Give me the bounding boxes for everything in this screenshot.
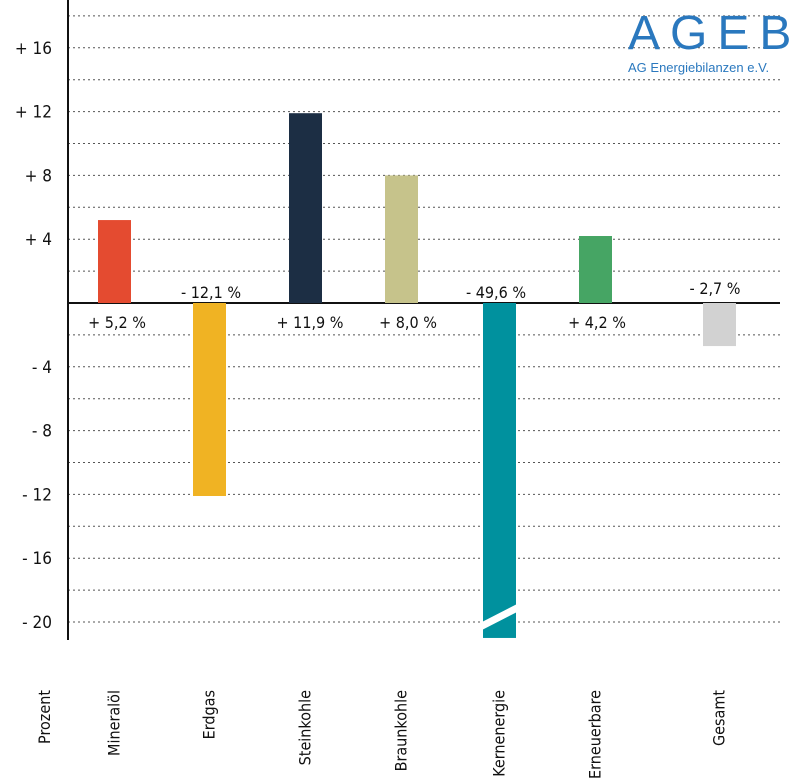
data-label: + 8,0 % xyxy=(379,313,437,332)
bar-erneuerbare xyxy=(579,236,612,303)
y-axis-label: Prozent xyxy=(35,690,54,744)
data-label: - 2,7 % xyxy=(690,279,741,298)
category-label: Braunkohle xyxy=(392,690,411,772)
logo-subtitle: AG Energiebilanzen e.V. xyxy=(628,60,770,75)
y-tick-label: - 16 xyxy=(22,549,52,569)
logo-title: AGEB xyxy=(628,7,800,60)
data-label: + 4,2 % xyxy=(568,313,626,332)
bar-erdgas xyxy=(193,303,226,496)
y-tick-label: - 12 xyxy=(22,485,52,505)
ageb-logo: AGEB AG Energiebilanzen e.V. xyxy=(628,7,800,76)
data-label: + 11,9 % xyxy=(277,313,344,332)
category-label: Kernenergie xyxy=(490,690,509,777)
axis-break-icon xyxy=(480,603,519,631)
category-label: Gesamt xyxy=(710,690,729,746)
y-tick-label: - 4 xyxy=(32,358,52,378)
y-tick-label: + 8 xyxy=(25,166,52,186)
category-label: Erdgas xyxy=(200,690,219,739)
y-tick-label: + 4 xyxy=(25,230,52,250)
bar-gesamt xyxy=(703,303,736,347)
y-tick-label: + 16 xyxy=(15,39,52,59)
data-label: - 12,1 % xyxy=(181,283,241,302)
bar-steinkohle xyxy=(289,113,322,303)
category-label: Mineralöl xyxy=(105,690,124,756)
data-label: + 5,2 % xyxy=(88,313,146,332)
category-label: Steinkohle xyxy=(296,690,315,765)
y-tick-label: + 12 xyxy=(15,103,52,123)
bar-braunkohle xyxy=(385,175,418,303)
y-tick-label: - 8 xyxy=(32,422,52,442)
category-label: Erneuerbare xyxy=(586,690,605,779)
bar-mineralöl xyxy=(98,220,131,303)
data-label: - 49,6 % xyxy=(466,283,526,302)
bar-kernenergie xyxy=(483,303,516,638)
y-tick-label: - 20 xyxy=(22,613,52,633)
